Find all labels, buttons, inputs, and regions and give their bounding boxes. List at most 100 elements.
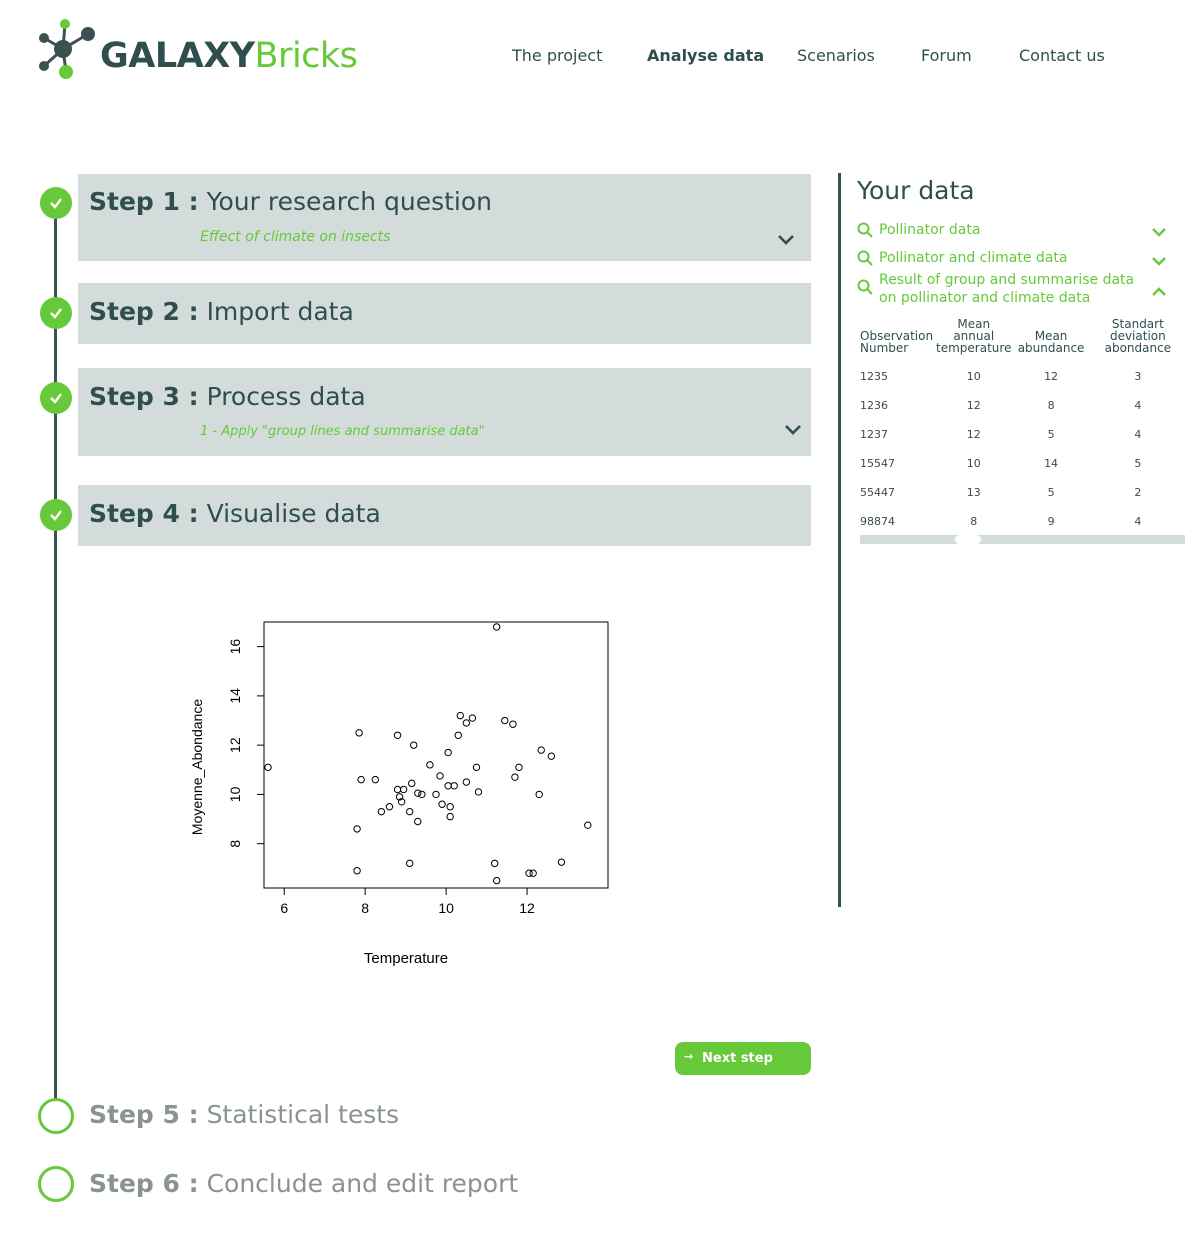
table-header-row: Observation Number Mean annual temperature … bbox=[858, 318, 1188, 362]
cell: 5 bbox=[1047, 428, 1055, 441]
logo[interactable]: GALAXYBricks bbox=[36, 16, 358, 86]
cell: 5 bbox=[1134, 457, 1142, 470]
data-point bbox=[472, 763, 481, 772]
cell: 10 bbox=[966, 370, 981, 383]
cell: 8 bbox=[1047, 399, 1055, 412]
data-point bbox=[405, 807, 414, 816]
x-tick-label: 8 bbox=[361, 900, 369, 916]
data-point bbox=[397, 798, 406, 806]
cell: 4 bbox=[1134, 515, 1142, 528]
search-icon bbox=[857, 222, 873, 238]
cell: 3 bbox=[1134, 370, 1142, 383]
cell: 10 bbox=[966, 457, 981, 470]
data-point bbox=[456, 711, 464, 720]
logo-wordmark: GALAXYBricks bbox=[100, 36, 358, 76]
data-point bbox=[353, 867, 361, 875]
dataset-pollinator-data[interactable]: Pollinator data bbox=[857, 221, 1147, 239]
data-point bbox=[393, 785, 402, 794]
x-tick-label: 12 bbox=[519, 900, 535, 916]
step-2-box[interactable] bbox=[78, 283, 811, 344]
y-tick-label: 16 bbox=[227, 639, 243, 655]
data-point bbox=[535, 790, 543, 799]
col-std-abondance: Standart deviation abondance bbox=[1104, 317, 1172, 355]
data-point bbox=[557, 858, 566, 866]
your-data-title: Your data bbox=[857, 176, 975, 205]
timeline-line bbox=[54, 204, 57, 1116]
cell: 98874 bbox=[860, 515, 895, 528]
step-3-title: Step 3 : Process data bbox=[89, 382, 366, 411]
step-6-title[interactable]: Step 6 : Conclude and edit report bbox=[89, 1169, 519, 1198]
step-5-title[interactable]: Step 5 : Statistical tests bbox=[89, 1100, 400, 1129]
data-point bbox=[511, 773, 519, 781]
data-point bbox=[438, 800, 446, 808]
cell: 1236 bbox=[860, 399, 888, 412]
nav-the-project[interactable]: The project bbox=[512, 46, 603, 65]
table-row: 1235 10 12 3 bbox=[858, 362, 1188, 391]
search-icon bbox=[857, 279, 873, 295]
data-point bbox=[355, 729, 363, 737]
cell: 12 bbox=[966, 428, 981, 441]
data-point bbox=[493, 623, 501, 631]
nav-forum[interactable]: Forum bbox=[921, 46, 972, 65]
check-icon bbox=[50, 308, 62, 319]
data-point bbox=[454, 731, 462, 739]
step-2-title: Step 2 : Import data bbox=[89, 297, 354, 326]
cell: 1235 bbox=[860, 370, 888, 383]
col-mean-abundance: Mean abundance bbox=[1017, 329, 1085, 355]
y-tick-label: 12 bbox=[227, 737, 243, 753]
table-row: 55447 13 5 2 bbox=[858, 478, 1188, 507]
step-1-box[interactable] bbox=[78, 174, 811, 261]
table-row: 98874 8 9 4 bbox=[858, 507, 1188, 536]
chevron-down-icon[interactable] bbox=[783, 423, 803, 437]
result-data-table: Observation Number Mean annual temperature … bbox=[858, 318, 1188, 536]
step-4-box[interactable] bbox=[78, 485, 811, 546]
data-point bbox=[408, 779, 416, 788]
data-point bbox=[385, 803, 394, 811]
chevron-up-icon[interactable] bbox=[1150, 286, 1168, 298]
data-point bbox=[426, 761, 434, 769]
table-row: 15547 10 14 5 bbox=[858, 449, 1188, 478]
check-icon bbox=[50, 393, 62, 404]
x-tick-label: 10 bbox=[438, 900, 454, 916]
data-point bbox=[537, 746, 545, 754]
data-point bbox=[446, 812, 454, 821]
table-scrollbar-track[interactable] bbox=[860, 535, 1185, 544]
chevron-down-icon[interactable] bbox=[1150, 226, 1168, 238]
data-point bbox=[529, 869, 537, 877]
data-point bbox=[432, 790, 440, 799]
data-point bbox=[444, 782, 452, 790]
chevron-down-icon[interactable] bbox=[776, 233, 796, 247]
data-point bbox=[353, 825, 361, 833]
cell: 12 bbox=[1044, 370, 1059, 383]
nav-scenarios[interactable]: Scenarios bbox=[797, 46, 875, 65]
data-point bbox=[264, 763, 272, 772]
y-tick-label: 8 bbox=[227, 840, 243, 848]
data-point bbox=[509, 720, 517, 728]
x-axis-label: Temperature bbox=[364, 950, 448, 967]
data-point bbox=[515, 763, 523, 772]
nav-contact-us[interactable]: Contact us bbox=[1019, 46, 1105, 65]
data-point bbox=[584, 821, 592, 829]
next-step-button[interactable]: → Next step bbox=[675, 1042, 811, 1075]
table-scrollbar-thumb[interactable] bbox=[955, 535, 981, 544]
nav-analyse-data[interactable]: Analyse data bbox=[647, 46, 765, 65]
dataset-label: Pollinator and climate data bbox=[879, 250, 1068, 266]
data-point bbox=[357, 775, 365, 784]
step-4-title: Step 4 : Visualise data bbox=[89, 499, 381, 528]
cell: 14 bbox=[1044, 457, 1059, 470]
data-point bbox=[377, 807, 386, 816]
side-panel-divider bbox=[838, 173, 841, 907]
data-point bbox=[399, 785, 408, 794]
data-point bbox=[547, 752, 556, 760]
table-row: 1236 12 8 4 bbox=[858, 391, 1188, 420]
dataset-label-line1: Result of group and summarise data bbox=[879, 272, 1135, 288]
data-point bbox=[462, 778, 471, 786]
data-point bbox=[418, 790, 426, 799]
step-3-box[interactable] bbox=[78, 368, 811, 456]
dataset-pollinator-climate[interactable]: Pollinator and climate data bbox=[857, 249, 1147, 267]
dataset-group-summarise-result[interactable]: Result of group and summarise data on po… bbox=[857, 271, 1147, 307]
data-point bbox=[462, 719, 471, 727]
step-4-check-badge bbox=[40, 499, 72, 531]
step-3-check-badge bbox=[40, 382, 72, 414]
chevron-down-icon[interactable] bbox=[1150, 255, 1168, 267]
